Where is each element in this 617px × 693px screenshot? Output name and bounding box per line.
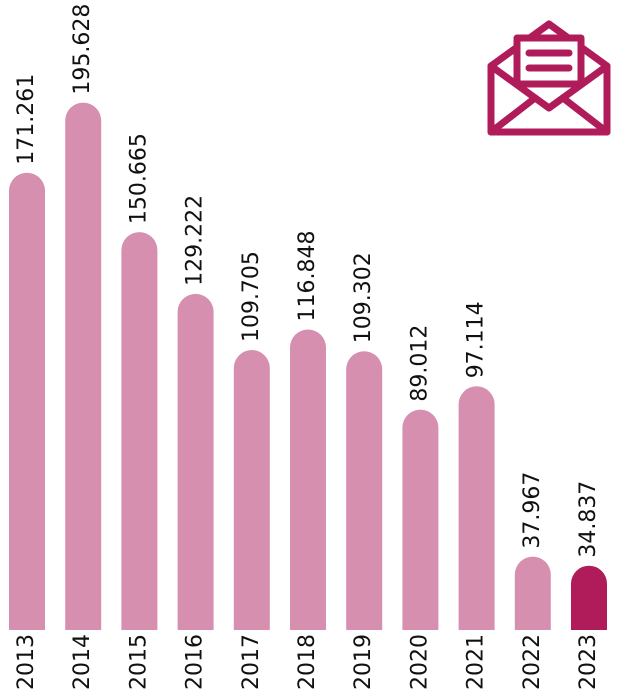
bar [346, 351, 383, 630]
x-tick-label: 2017 [239, 634, 264, 690]
value-label: 109.302 [351, 252, 376, 343]
x-tick-label: 2022 [520, 634, 545, 690]
value-label: 89.012 [407, 325, 432, 402]
value-label: 109.705 [239, 251, 264, 342]
x-tick-label: 2019 [351, 634, 376, 690]
value-label: 171.261 [14, 74, 39, 165]
value-label: 129.222 [183, 195, 208, 286]
bar [177, 293, 214, 630]
bar [9, 172, 45, 630]
x-tick-label: 2018 [295, 634, 320, 690]
envelope-icon [487, 20, 611, 136]
value-label: 116.848 [295, 230, 320, 321]
bar [571, 565, 607, 630]
bar [402, 409, 439, 630]
bar [458, 386, 495, 630]
x-tick-label: 2015 [126, 634, 151, 690]
x-tick-label: 2021 [464, 634, 489, 690]
bar [290, 329, 326, 630]
x-tick-label: 2020 [407, 634, 432, 690]
x-tick-label: 2023 [576, 634, 601, 690]
value-label: 34.837 [576, 481, 601, 558]
value-label: 150.665 [126, 133, 151, 224]
bar [514, 556, 551, 630]
x-tick-label: 2016 [183, 634, 208, 690]
x-tick-label: 2013 [14, 634, 39, 690]
value-label: 195.628 [70, 4, 95, 95]
bar [233, 350, 270, 630]
bar [121, 232, 158, 630]
bar [65, 102, 102, 630]
x-tick-label: 2014 [70, 634, 95, 690]
value-label: 97.114 [464, 301, 489, 378]
value-label: 37.967 [520, 472, 545, 549]
